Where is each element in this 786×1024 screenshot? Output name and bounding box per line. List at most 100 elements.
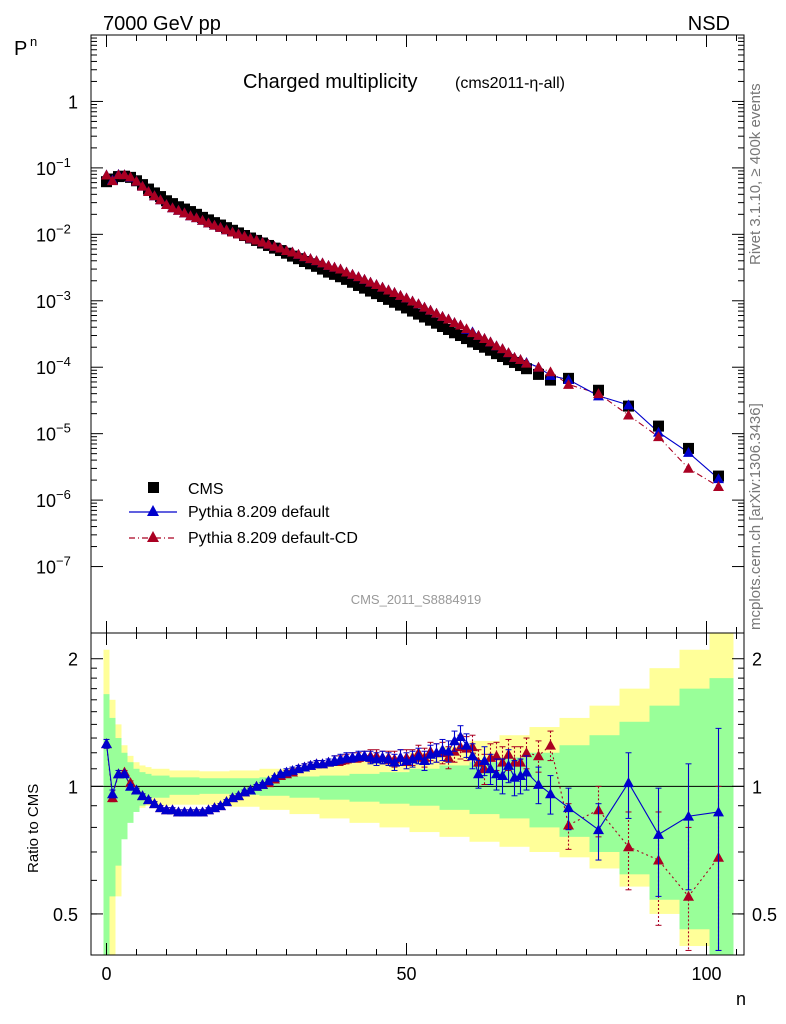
cms-data-point xyxy=(395,299,406,311)
pythia-cd-point xyxy=(359,273,370,284)
ratio-band-inner xyxy=(409,768,440,806)
pythia-cd-point xyxy=(125,171,136,182)
ratio-point-default xyxy=(563,802,574,813)
main-y-tick-label: 10−5 xyxy=(36,421,71,445)
cms-data-point xyxy=(401,302,412,314)
pythia-default-point xyxy=(713,473,724,484)
pythia-cd-point xyxy=(149,190,160,201)
legend-marker-pythia-default xyxy=(147,505,159,516)
cms-data-point xyxy=(419,311,430,323)
ratio-point-default xyxy=(473,768,484,779)
cms-data-point xyxy=(335,271,346,283)
main-y-axis-label-main: P xyxy=(14,38,27,60)
pythia-cd-point xyxy=(425,304,436,315)
pythia-default-point xyxy=(683,447,694,457)
cms-data-point xyxy=(371,288,382,300)
ratio-band-inner xyxy=(121,752,128,840)
pythia-cd-point xyxy=(437,310,448,321)
ratio-band-inner xyxy=(103,694,110,955)
pythia-cd-point xyxy=(275,242,286,253)
legend: CMS Pythia 8.209 default Pythia 8.209 de… xyxy=(129,481,358,547)
pythia-cd-point xyxy=(497,343,508,354)
ratio-point-default xyxy=(413,750,424,761)
ratio-point-cd xyxy=(545,739,556,750)
pythia-cd-point xyxy=(365,276,376,287)
legend-item-pythia-default: Pythia 8.209 default xyxy=(129,504,330,521)
pythia-cd-point xyxy=(449,317,460,327)
pythia-cd-point xyxy=(203,217,214,228)
cms-data-point xyxy=(299,256,310,268)
ratio-point-default xyxy=(221,796,232,807)
pythia-cd-point xyxy=(305,253,316,264)
pythia-cd-point xyxy=(623,409,634,420)
ratio-band-inner xyxy=(559,745,590,837)
ratio-band-inner xyxy=(709,678,734,955)
pythia-cd-point xyxy=(269,240,280,251)
ratio-y-tick-label-right: 1 xyxy=(752,777,762,797)
pythia-cd-point xyxy=(383,284,394,295)
x-tick-label: 0 xyxy=(101,964,111,984)
ratio-point-default xyxy=(467,750,478,761)
ratio-point-default xyxy=(461,739,472,750)
main-y-tick-exponent: −3 xyxy=(56,288,71,303)
pythia-cd-point xyxy=(533,361,544,372)
pythia-cd-point xyxy=(509,352,520,362)
pythia-cd-point xyxy=(653,431,664,442)
main-y-tick-label: 10−4 xyxy=(36,354,71,378)
pythia-cd-point xyxy=(263,238,274,249)
pythia-cd-point xyxy=(251,234,262,245)
pythia-cd-point xyxy=(683,462,694,473)
cms-data-point xyxy=(407,305,418,317)
cms-data-point xyxy=(467,336,478,348)
ratio-point-default xyxy=(167,804,178,815)
cms-data-point xyxy=(377,290,388,302)
pythia-cd-point xyxy=(443,313,454,324)
ratio-point-default xyxy=(449,735,460,746)
pythia-cd-point xyxy=(329,261,340,272)
pythia-cd-point xyxy=(107,175,118,186)
pythia-cd-point xyxy=(503,347,514,358)
pythia-cd-point xyxy=(413,298,424,309)
pythia-cd-point xyxy=(485,336,496,347)
pythia-cd-point xyxy=(233,228,244,239)
cms-data-point xyxy=(491,348,502,360)
pythia-cd-point xyxy=(137,180,148,191)
pythia-cd-point xyxy=(191,212,202,223)
ratio-point-cd xyxy=(521,747,532,758)
pythia-default-point xyxy=(623,399,634,410)
pythia-cd-point xyxy=(167,202,178,213)
ratio-band-inner xyxy=(139,772,146,806)
ratio-plot-panel: Ratio to CMS n 2 2 1 1 0.5 0.5 0 50 100 xyxy=(25,632,777,1009)
ratio-ticks: 2 2 1 1 0.5 0.5 0 50 100 xyxy=(53,633,777,984)
main-y-tick-exponent: −7 xyxy=(56,554,71,569)
cms-data-point xyxy=(473,338,484,350)
main-plot-panel: Charged multiplicity (cms2011-η-all) CMS… xyxy=(14,34,745,634)
main-y-ticks: 1 10−1 10−2 10−3 10−4 10−5 10−6 10−7 xyxy=(36,35,744,633)
ratio-point-default xyxy=(155,802,166,813)
ratio-band-inner xyxy=(109,717,116,897)
legend-marker-pythia-cd xyxy=(147,531,159,542)
pythia-cd-point xyxy=(353,271,364,282)
ratio-point-default xyxy=(269,771,280,782)
legend-item-cms: CMS xyxy=(148,481,224,498)
cms-data-point xyxy=(461,333,472,345)
ratio-point-default xyxy=(137,790,148,801)
pythia-cd-point xyxy=(407,295,418,306)
cms-data-point xyxy=(497,351,508,363)
cms-data-point xyxy=(425,314,436,326)
ratio-point-default xyxy=(101,738,112,749)
ratio-point-default xyxy=(485,763,496,774)
pythia-cd-point xyxy=(317,257,328,268)
ratio-point-default xyxy=(491,768,502,779)
pythia-cd-point xyxy=(161,199,172,210)
ratio-point-default xyxy=(257,778,268,789)
pythia-cd-point xyxy=(179,207,190,218)
pythia-cd-point xyxy=(479,333,490,343)
cms-data-point xyxy=(503,354,514,366)
ratio-point-cd xyxy=(683,890,694,901)
pythia-cd-point xyxy=(593,388,604,399)
pythia-cd-point xyxy=(119,169,130,180)
pythia-cd-point xyxy=(173,204,184,215)
main-y-tick-exponent: −4 xyxy=(56,354,71,369)
ratio-point-default xyxy=(119,768,130,779)
